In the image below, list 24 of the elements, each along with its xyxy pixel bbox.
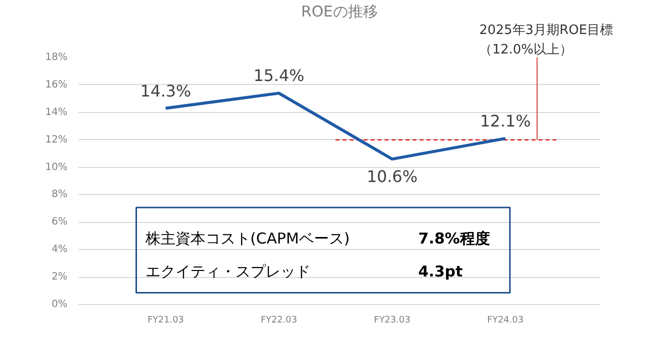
x-tick-label: FY22.03	[260, 316, 298, 326]
annotation: 株主資本コスト(CAPMベース)	[144, 230, 350, 248]
data-label: 12.1%	[480, 111, 531, 130]
y-tick-label: 4%	[52, 244, 68, 256]
y-tick-label: 6%	[52, 216, 68, 228]
y-tick-label: 10%	[45, 162, 68, 173]
y-tick-label: 14%	[45, 106, 68, 118]
data-label: 10.6%	[366, 167, 418, 186]
y-tick-label: 0%	[52, 299, 68, 310]
y-tick-label: 2%	[52, 272, 68, 283]
x-tick-label: FY24.03	[487, 316, 524, 326]
ref-line-label: 2025年3月期ROE目標（12.0%以上）	[479, 23, 614, 58]
data-label: 14.3%	[140, 81, 192, 100]
x-tick-label: FY23.03	[374, 316, 410, 326]
annotation: 7.8%程度	[418, 230, 490, 248]
y-tick-label: 8%	[52, 189, 68, 200]
y-tick-label: 16%	[45, 79, 68, 90]
chart-title: ROEの推移	[301, 2, 378, 20]
data-label: 15.4%	[254, 66, 304, 86]
x-tick-label: FY21.03	[147, 316, 184, 326]
annotation: 4.3pt	[418, 262, 463, 281]
y-tick-label: 12%	[45, 134, 68, 146]
y-tick-label: 18%	[45, 52, 68, 63]
annotation: エクイティ・スプレッド	[145, 262, 310, 281]
